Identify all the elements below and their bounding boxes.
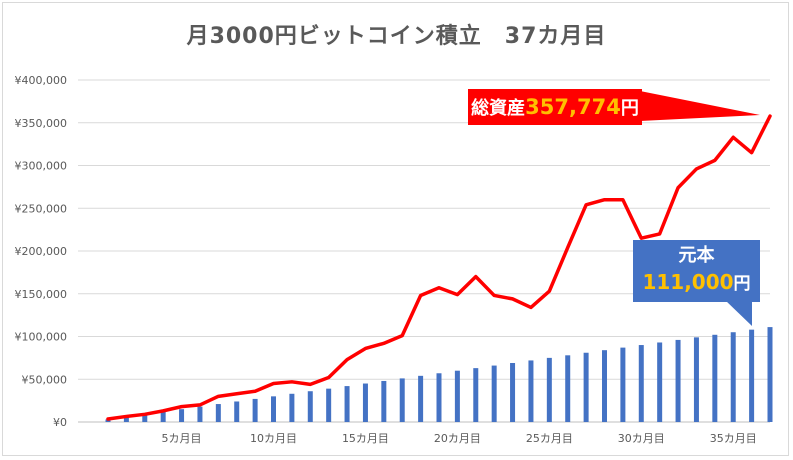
principal-bar xyxy=(179,409,185,422)
principal-bar xyxy=(197,406,203,422)
principal-bar xyxy=(344,386,350,422)
y-tick-label: ¥300,000 xyxy=(15,160,68,173)
y-axis-labels: ¥0 ¥50,000 ¥100,000 ¥150,000 ¥200,000 ¥250,00… xyxy=(15,74,68,429)
principal-bar xyxy=(252,398,258,422)
principal-bar xyxy=(675,339,681,422)
y-tick-label: ¥250,000 xyxy=(15,202,68,215)
total-assets-callout: 総資産 357,774 円 xyxy=(468,89,642,125)
x-axis-labels: 5カ月目 10カ月目 15カ月目 20カ月目 25カ月目 30カ月目 35カ月目 xyxy=(162,432,757,445)
principal-bar xyxy=(362,383,368,422)
x-tick-label: 5カ月目 xyxy=(162,432,202,445)
bar-series xyxy=(105,327,773,422)
principal-bar xyxy=(491,365,497,422)
y-tick-label: ¥400,000 xyxy=(15,74,68,87)
principal-bar xyxy=(730,332,736,422)
x-tick-label: 30カ月目 xyxy=(618,432,665,445)
red-callout-pointer xyxy=(640,91,760,121)
principal-bar xyxy=(528,360,534,422)
principal-bar xyxy=(749,329,755,422)
principal-bar xyxy=(546,357,552,422)
x-tick-label: 15カ月目 xyxy=(342,432,389,445)
y-tick-label: ¥0 xyxy=(53,416,67,429)
total-assets-value: 357,774 xyxy=(525,95,621,119)
principal-bar xyxy=(418,375,424,422)
principal-bar xyxy=(326,388,332,422)
principal-bar xyxy=(381,380,387,422)
principal-bar xyxy=(215,404,221,422)
total-assets-line xyxy=(106,114,772,421)
principal-bar xyxy=(271,396,276,422)
principal-bar xyxy=(399,378,405,422)
principal-bar xyxy=(602,350,607,422)
principal-bar xyxy=(142,414,148,422)
y-tick-label: ¥200,000 xyxy=(15,245,68,258)
principal-bar xyxy=(583,352,589,422)
principal-bar xyxy=(638,345,644,422)
principal-bar xyxy=(473,368,479,422)
principal-bar xyxy=(712,334,718,422)
principal-bar xyxy=(767,327,773,422)
principal-unit: 円 xyxy=(733,274,751,294)
principal-bar xyxy=(160,411,166,422)
principal-label: 元本 xyxy=(678,245,715,266)
principal-bar xyxy=(454,370,460,422)
principal-bar xyxy=(234,401,240,422)
principal-bar xyxy=(620,347,626,422)
y-tick-label: ¥50,000 xyxy=(22,373,68,386)
chart-title: 月3000円ビットコイン積立 37カ月目 xyxy=(186,24,607,49)
x-tick-label: 35カ月目 xyxy=(710,432,757,445)
y-tick-label: ¥100,000 xyxy=(15,331,68,344)
x-tick-label: 20カ月目 xyxy=(434,432,481,445)
principal-bar xyxy=(436,373,442,422)
total-assets-unit: 円 xyxy=(620,98,639,119)
principal-bar xyxy=(565,355,571,422)
principal-callout: 元本 111,000円 xyxy=(633,240,760,302)
principal-bar xyxy=(510,363,516,422)
total-assets-label: 総資産 xyxy=(471,98,526,119)
line-series xyxy=(106,114,772,421)
principal-bar xyxy=(123,416,129,422)
principal-value: 111,000 xyxy=(642,270,734,294)
principal-bar xyxy=(307,391,313,422)
principal-bar xyxy=(657,342,663,422)
blue-callout-pointer xyxy=(725,300,752,326)
y-tick-label: ¥150,000 xyxy=(15,288,68,301)
principal-bar xyxy=(289,393,295,422)
principal-bar xyxy=(693,337,699,422)
x-tick-label: 10カ月目 xyxy=(250,432,297,445)
x-tick-label: 25カ月目 xyxy=(526,432,573,445)
y-tick-label: ¥350,000 xyxy=(15,117,68,130)
